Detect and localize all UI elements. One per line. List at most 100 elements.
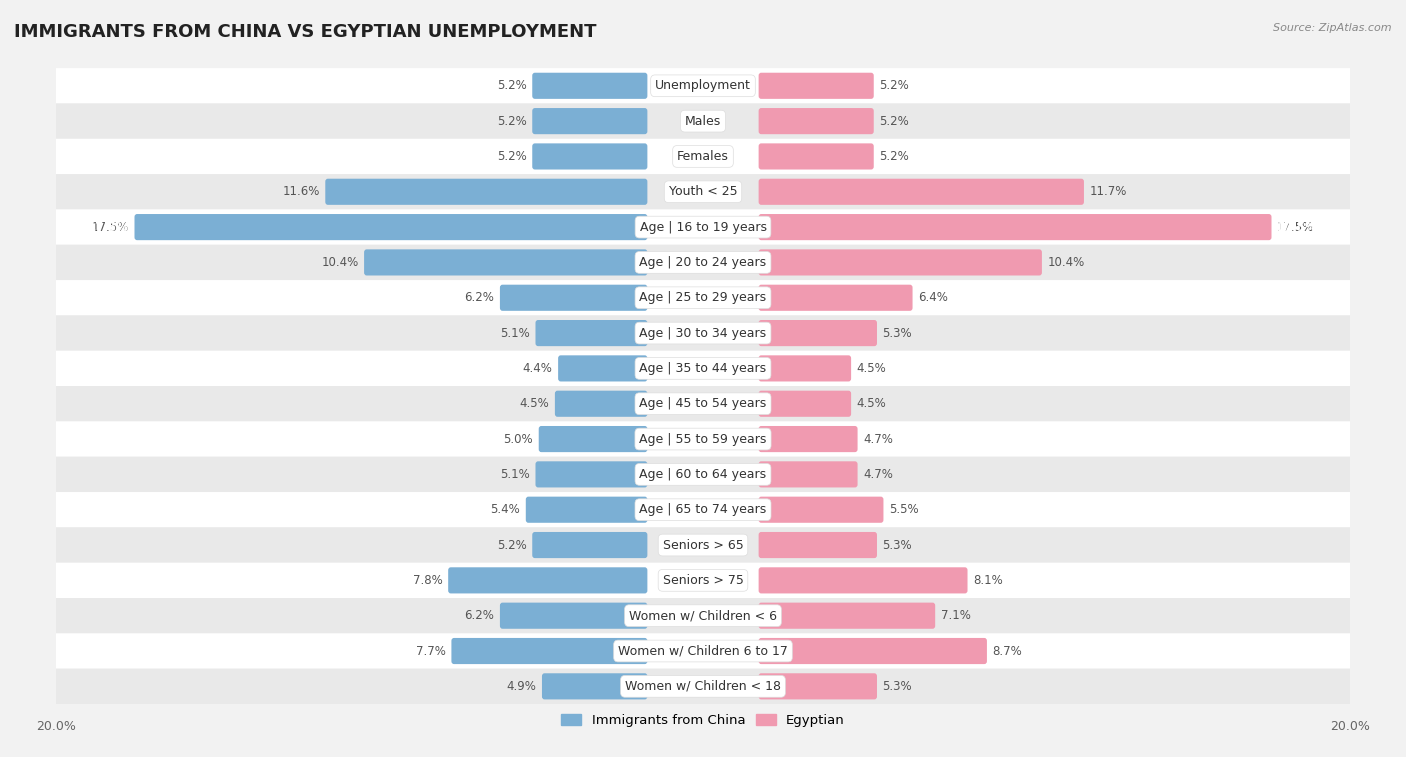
Text: Age | 35 to 44 years: Age | 35 to 44 years — [640, 362, 766, 375]
Text: 7.1%: 7.1% — [941, 609, 970, 622]
Text: Seniors > 75: Seniors > 75 — [662, 574, 744, 587]
Text: 4.5%: 4.5% — [520, 397, 550, 410]
FancyBboxPatch shape — [759, 391, 851, 417]
FancyBboxPatch shape — [558, 355, 647, 382]
FancyBboxPatch shape — [526, 497, 647, 523]
Text: 5.2%: 5.2% — [496, 538, 527, 552]
Text: Age | 30 to 34 years: Age | 30 to 34 years — [640, 326, 766, 340]
FancyBboxPatch shape — [24, 492, 1382, 528]
Text: Age | 45 to 54 years: Age | 45 to 54 years — [640, 397, 766, 410]
Text: 5.3%: 5.3% — [883, 680, 912, 693]
FancyBboxPatch shape — [24, 456, 1382, 492]
Text: 5.2%: 5.2% — [496, 150, 527, 163]
Text: Youth < 25: Youth < 25 — [669, 185, 737, 198]
FancyBboxPatch shape — [555, 391, 647, 417]
Text: Age | 55 to 59 years: Age | 55 to 59 years — [640, 432, 766, 446]
FancyBboxPatch shape — [24, 350, 1382, 386]
FancyBboxPatch shape — [24, 104, 1382, 139]
FancyBboxPatch shape — [501, 285, 647, 311]
Text: 6.2%: 6.2% — [464, 291, 495, 304]
Text: 4.9%: 4.9% — [506, 680, 537, 693]
Text: Age | 25 to 29 years: Age | 25 to 29 years — [640, 291, 766, 304]
Text: 4.5%: 4.5% — [856, 397, 886, 410]
Text: 7.8%: 7.8% — [413, 574, 443, 587]
FancyBboxPatch shape — [759, 426, 858, 452]
Text: Seniors > 65: Seniors > 65 — [662, 538, 744, 552]
Text: 5.4%: 5.4% — [491, 503, 520, 516]
Text: Source: ZipAtlas.com: Source: ZipAtlas.com — [1274, 23, 1392, 33]
Text: 7.7%: 7.7% — [416, 644, 446, 658]
FancyBboxPatch shape — [541, 673, 647, 699]
FancyBboxPatch shape — [759, 532, 877, 558]
Text: 5.5%: 5.5% — [889, 503, 918, 516]
Text: 10.4%: 10.4% — [322, 256, 359, 269]
FancyBboxPatch shape — [759, 214, 1271, 240]
Text: Age | 16 to 19 years: Age | 16 to 19 years — [640, 220, 766, 234]
FancyBboxPatch shape — [759, 179, 1084, 205]
FancyBboxPatch shape — [24, 598, 1382, 634]
FancyBboxPatch shape — [759, 73, 873, 99]
Text: 17.5%: 17.5% — [91, 220, 129, 234]
Text: Women w/ Children 6 to 17: Women w/ Children 6 to 17 — [619, 644, 787, 658]
FancyBboxPatch shape — [533, 143, 647, 170]
Text: 10.4%: 10.4% — [1047, 256, 1084, 269]
Text: 11.6%: 11.6% — [283, 185, 319, 198]
Text: 5.3%: 5.3% — [883, 538, 912, 552]
Text: Females: Females — [678, 150, 728, 163]
Text: Age | 60 to 64 years: Age | 60 to 64 years — [640, 468, 766, 481]
Text: 5.2%: 5.2% — [496, 79, 527, 92]
Text: 8.7%: 8.7% — [993, 644, 1022, 658]
Text: 5.2%: 5.2% — [879, 150, 910, 163]
FancyBboxPatch shape — [24, 139, 1382, 174]
FancyBboxPatch shape — [24, 210, 1382, 245]
FancyBboxPatch shape — [759, 497, 883, 523]
FancyBboxPatch shape — [449, 567, 647, 593]
Text: 5.3%: 5.3% — [883, 326, 912, 340]
Text: 6.4%: 6.4% — [918, 291, 948, 304]
FancyBboxPatch shape — [533, 532, 647, 558]
Text: 5.2%: 5.2% — [879, 79, 910, 92]
FancyBboxPatch shape — [759, 249, 1042, 276]
FancyBboxPatch shape — [759, 638, 987, 664]
FancyBboxPatch shape — [759, 108, 873, 134]
FancyBboxPatch shape — [538, 426, 647, 452]
Legend: Immigrants from China, Egyptian: Immigrants from China, Egyptian — [555, 709, 851, 732]
FancyBboxPatch shape — [759, 673, 877, 699]
Text: Women w/ Children < 18: Women w/ Children < 18 — [626, 680, 780, 693]
Text: Age | 65 to 74 years: Age | 65 to 74 years — [640, 503, 766, 516]
FancyBboxPatch shape — [759, 285, 912, 311]
Text: 17.5%: 17.5% — [1277, 220, 1317, 234]
FancyBboxPatch shape — [24, 422, 1382, 456]
FancyBboxPatch shape — [24, 174, 1382, 210]
FancyBboxPatch shape — [24, 562, 1382, 598]
Text: 5.0%: 5.0% — [503, 432, 533, 446]
Text: 4.7%: 4.7% — [863, 468, 893, 481]
FancyBboxPatch shape — [24, 386, 1382, 422]
Text: Unemployment: Unemployment — [655, 79, 751, 92]
FancyBboxPatch shape — [759, 143, 873, 170]
Text: 5.1%: 5.1% — [501, 468, 530, 481]
Text: 5.2%: 5.2% — [879, 114, 910, 128]
Text: 11.7%: 11.7% — [1090, 185, 1126, 198]
FancyBboxPatch shape — [24, 634, 1382, 668]
FancyBboxPatch shape — [501, 603, 647, 629]
FancyBboxPatch shape — [759, 567, 967, 593]
FancyBboxPatch shape — [536, 320, 647, 346]
FancyBboxPatch shape — [451, 638, 647, 664]
Text: 4.5%: 4.5% — [856, 362, 886, 375]
FancyBboxPatch shape — [24, 280, 1382, 316]
FancyBboxPatch shape — [759, 320, 877, 346]
FancyBboxPatch shape — [536, 461, 647, 488]
FancyBboxPatch shape — [759, 603, 935, 629]
FancyBboxPatch shape — [364, 249, 647, 276]
FancyBboxPatch shape — [135, 214, 647, 240]
Text: 8.1%: 8.1% — [973, 574, 1002, 587]
Text: 17.5%: 17.5% — [89, 220, 129, 234]
Text: 6.2%: 6.2% — [464, 609, 495, 622]
Text: 4.4%: 4.4% — [523, 362, 553, 375]
FancyBboxPatch shape — [24, 68, 1382, 104]
Text: 5.1%: 5.1% — [501, 326, 530, 340]
FancyBboxPatch shape — [24, 668, 1382, 704]
Text: 17.5%: 17.5% — [1277, 220, 1315, 234]
FancyBboxPatch shape — [533, 73, 647, 99]
